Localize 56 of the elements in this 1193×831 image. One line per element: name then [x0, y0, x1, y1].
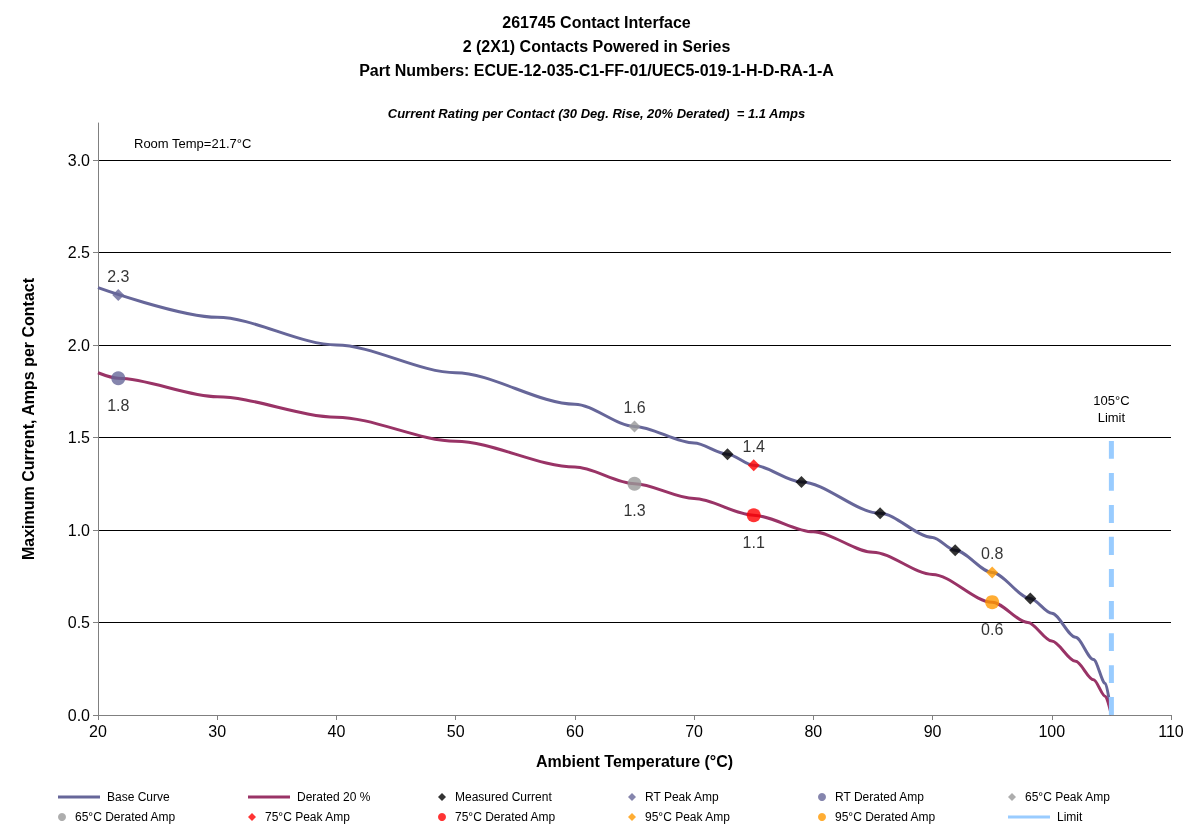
y-tick-label: 1.5	[67, 429, 91, 446]
point	[985, 595, 1000, 610]
legend-label: 75°C Derated Amp	[455, 810, 556, 824]
x-tick-label: 110	[1158, 722, 1184, 740]
data-label: 1.1	[742, 533, 765, 551]
legend-label: Limit	[1057, 810, 1083, 824]
data-label: 0.8	[981, 545, 1004, 563]
point	[986, 566, 999, 579]
x-tick-label: 70	[685, 722, 704, 740]
point	[874, 507, 887, 520]
x-tick-label: 50	[446, 722, 465, 740]
x-tick-label: 30	[208, 722, 227, 740]
legend-label: RT Derated Amp	[835, 790, 925, 804]
point	[949, 544, 962, 557]
point	[1024, 592, 1037, 605]
x-tick-label: 80	[804, 722, 823, 740]
point	[111, 371, 126, 386]
x-tick-label: 40	[327, 722, 346, 740]
legend-label: Derated 20 %	[297, 790, 371, 804]
data-label: 2.3	[107, 267, 130, 285]
chart-subtitle: Current Rating per Contact (30 Deg. Rise, 20% Derated) = 1.1 Amps	[387, 106, 806, 121]
y-tick-label: 2.0	[67, 336, 91, 354]
annotation: 105°C Limit	[1093, 392, 1130, 425]
annotation: Room Temp=21.7°C	[134, 136, 252, 151]
x-tick-label: 60	[565, 722, 584, 740]
point	[628, 420, 641, 433]
point	[721, 448, 734, 461]
legend-label: 95°C Peak Amp	[645, 810, 731, 824]
y-tick-label: 0.5	[67, 614, 91, 631]
data-label: 0.6	[981, 620, 1004, 638]
legend-label: 95°C Derated Amp	[835, 810, 936, 824]
point	[112, 289, 125, 302]
data-label: 1.4	[742, 437, 765, 455]
y-tick-label: 0.0	[67, 706, 91, 724]
y-tick-label: 1.0	[67, 521, 91, 539]
data-label: 1.8	[107, 396, 130, 414]
legend-label: 65°C Derated Amp	[75, 810, 176, 824]
point	[746, 508, 761, 523]
x-tick-label: 100	[1038, 722, 1066, 740]
legend-label: Measured Current	[455, 790, 553, 804]
x-axis-title: Ambient Temperature (°C)	[535, 752, 734, 770]
data-label: 1.6	[623, 398, 646, 416]
legend-label: RT Peak Amp	[645, 790, 719, 804]
x-tick-label: 20	[89, 722, 107, 740]
point	[747, 459, 760, 472]
y-tick-label: 2.5	[67, 244, 91, 261]
data-label: 1.3	[623, 502, 646, 520]
y-tick-label: 3.0	[67, 151, 91, 169]
legend-label: 65°C Peak Amp	[1025, 790, 1111, 804]
x-tick-label: 90	[923, 722, 942, 740]
legend-label: 75°C Peak Amp	[265, 810, 351, 824]
y-axis-title: Maximum Current, Amps per Contact	[19, 277, 37, 561]
point	[627, 476, 642, 491]
legend-label: Base Curve	[107, 790, 171, 804]
chart-title: 261745 Contact Interface 2 (2X1) Contacts Powered in Series Part Numbers: ECUE-12-035-C1-FF-01/UEC5-019-1-H-D-RA-1-A	[359, 13, 835, 79]
point	[795, 475, 808, 488]
